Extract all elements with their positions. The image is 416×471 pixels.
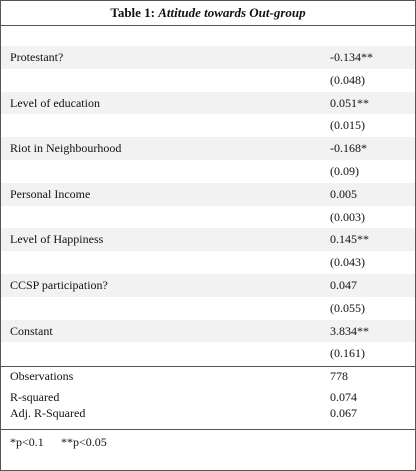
stat-label: Observations — [10, 369, 74, 383]
coefficient: -0.134** — [330, 50, 373, 64]
coefficient: -0.168* — [330, 141, 367, 156]
coefficient: 3.834** — [330, 323, 369, 338]
standard-error: (0.043) — [330, 255, 365, 270]
standard-error: (0.015) — [330, 118, 365, 133]
standard-error: (0.003) — [330, 209, 365, 224]
coefficient: 0.051** — [330, 95, 369, 110]
standard-error: (0.048) — [330, 72, 365, 87]
rule — [1, 429, 415, 430]
title-text: Attitude towards Out-group — [158, 5, 306, 20]
footnote: **p<0.05 — [61, 435, 107, 449]
row-band — [1, 182, 415, 206]
coefficient: 0.005 — [330, 186, 357, 201]
row-band — [1, 91, 415, 115]
coefficient: 0.047 — [330, 278, 357, 292]
row-band — [1, 46, 415, 69]
stat-value: 0.067 — [330, 406, 357, 420]
row-band — [1, 274, 415, 297]
standard-error: (0.055) — [330, 300, 365, 315]
row-band — [1, 319, 415, 343]
rule — [1, 366, 415, 367]
row-label: Constant — [10, 323, 53, 338]
row-label: Level of Happiness — [10, 232, 104, 247]
stat-value: 0.074 — [330, 390, 357, 404]
row-band — [1, 228, 415, 252]
row-band — [1, 137, 415, 160]
row-label: CCSP participation? — [10, 278, 108, 292]
standard-error: (0.161) — [330, 346, 365, 361]
title-prefix: Table 1: — [110, 5, 156, 20]
row-label: Personal Income — [10, 186, 91, 201]
row-label: Protestant? — [10, 50, 64, 64]
stat-label: R-squared — [10, 390, 60, 404]
standard-error: (0.09) — [330, 164, 359, 178]
stat-label: Adj. R-Squared — [10, 406, 86, 420]
table-title: Table 1: Attitude towards Out-group — [1, 1, 415, 26]
footnote: *p<0.1 — [10, 435, 44, 449]
row-label: Level of education — [10, 95, 100, 110]
stat-value: 778 — [330, 369, 348, 383]
row-label: Riot in Neighbourhood — [10, 141, 122, 156]
coefficient: 0.145** — [330, 232, 369, 247]
